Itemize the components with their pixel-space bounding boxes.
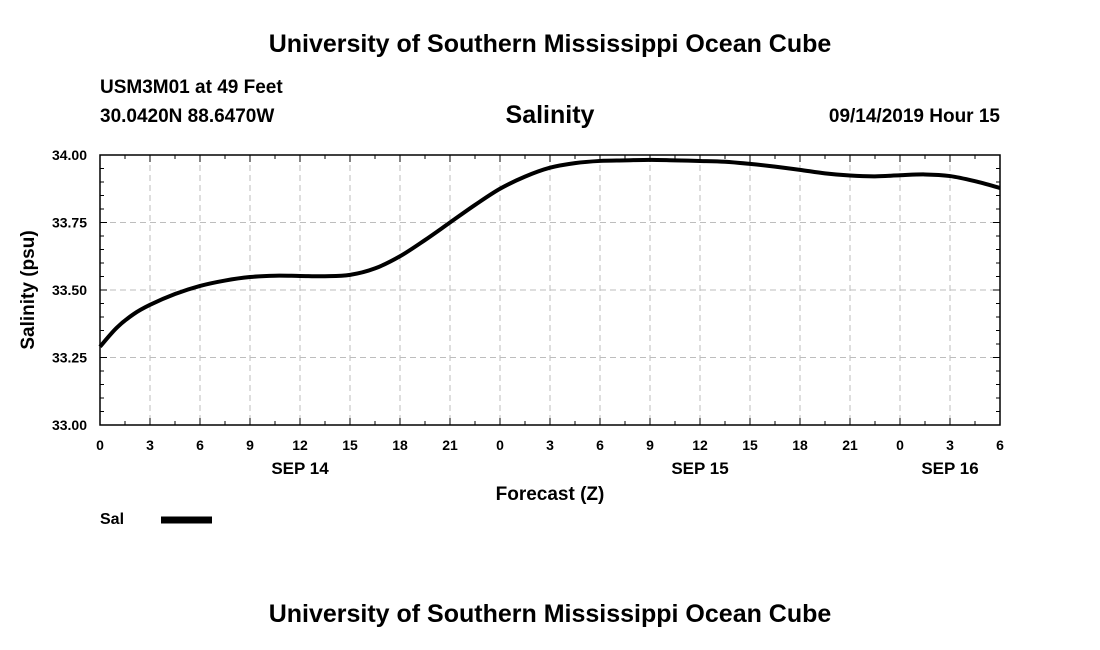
station-label: USM3M01 at 49 Feet (100, 77, 283, 98)
x-tick-label: 3 (146, 437, 154, 453)
series-line-sal (98, 157, 1001, 349)
x-tick-label: 6 (196, 437, 204, 453)
x-tick-label: 3 (946, 437, 954, 453)
x-tick-label: 0 (96, 437, 104, 453)
y-tick-label: 33.00 (52, 417, 87, 433)
x-tick-label: 12 (292, 437, 308, 453)
x-tick-label: 12 (692, 437, 708, 453)
top-title: University of Southern Mississippi Ocean… (268, 30, 832, 58)
series-layer (98, 157, 1001, 349)
x-tick-label: 0 (896, 437, 904, 453)
x-tick-label: 6 (596, 437, 604, 453)
forecast-timestamp: 09/14/2019 Hour 15 (828, 106, 1000, 127)
coordinates-label: 30.0420N 88.6470W (100, 106, 275, 127)
y-tick-label: 33.75 (52, 215, 87, 231)
date-label: SEP 15 (671, 459, 728, 478)
y-tick-label: 33.25 (52, 350, 87, 366)
grid-layer (100, 155, 1000, 425)
y-tick-label: 33.50 (52, 282, 87, 298)
chart-title: Salinity (505, 101, 595, 129)
bottom-title: University of Southern Mississippi Ocean… (268, 600, 832, 628)
date-label: SEP 16 (921, 459, 978, 478)
legend-label: Sal (100, 511, 125, 528)
y-axis-title: Salinity (psu) (18, 230, 39, 349)
labels-layer: 0 3 6 9 12 15 18 21 0 3 6 9 12 15 18 21 0 3 6 33.00 33.25 33.… (52, 147, 1004, 478)
x-tick-label: 9 (246, 437, 254, 453)
x-tick-label: 9 (646, 437, 654, 453)
x-tick-label: 18 (392, 437, 408, 453)
x-tick-label: 6 (996, 437, 1004, 453)
x-tick-label: 3 (546, 437, 554, 453)
y-tick-label: 34.00 (52, 147, 87, 163)
date-label: SEP 14 (271, 459, 329, 478)
x-tick-label: 18 (792, 437, 808, 453)
x-tick-label: 21 (442, 437, 458, 453)
x-tick-label: 21 (842, 437, 858, 453)
x-axis-title: Forecast (Z) (496, 484, 605, 505)
x-tick-label: 15 (742, 437, 758, 453)
x-tick-label: 0 (496, 437, 504, 453)
x-tick-label: 15 (342, 437, 358, 453)
